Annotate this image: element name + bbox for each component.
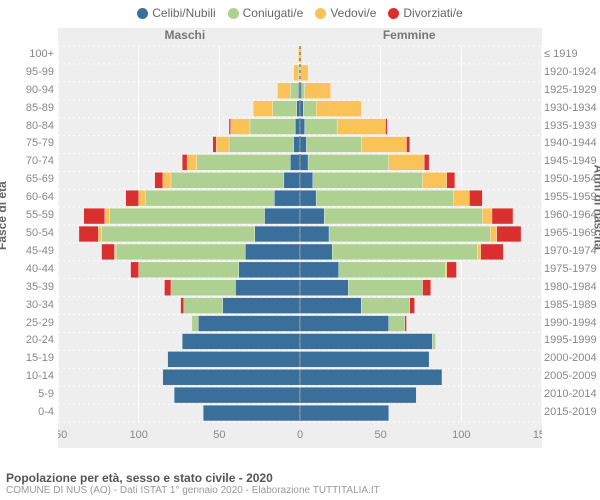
y-left-label: 85-89 (0, 103, 54, 114)
population-pyramid-chart: Celibi/Nubili Coniugati/e Vedovi/e Divorzia… (0, 0, 600, 500)
svg-text:150: 150 (533, 429, 542, 441)
y-right-label: 1980-1984 (544, 282, 600, 293)
svg-text:150: 150 (58, 429, 67, 441)
y-left-label: 95-99 (0, 67, 54, 78)
y-left-label: 40-44 (0, 264, 54, 275)
legend-label: Celibi/Nubili (152, 6, 215, 20)
y-right-label: 1920-1924 (544, 67, 600, 78)
legend-swatch (228, 8, 239, 19)
y-right-label: 2005-2009 (544, 371, 600, 382)
y-right-label: 1995-1999 (544, 335, 600, 346)
y-right-label: 1985-1989 (544, 300, 600, 311)
y-right-label: 1990-1994 (544, 318, 600, 329)
y-left-label: 50-54 (0, 228, 54, 239)
female-column-label: Femmine (383, 28, 436, 42)
y-right-label: 1930-1934 (544, 103, 600, 114)
y-right-label: 1975-1979 (544, 264, 600, 275)
y-axis-right-labels: 2015-2019 2010-2014 2005-2009 2000-2004 1995… (542, 28, 600, 448)
svg-text:50: 50 (375, 429, 387, 441)
y-left-label: 20-24 (0, 335, 54, 346)
y-left-label: 55-59 (0, 210, 54, 221)
y-left-label: 90-94 (0, 85, 54, 96)
svg-text:50: 50 (213, 429, 225, 441)
y-left-label: 35-39 (0, 282, 54, 293)
y-left-label: 100+ (0, 49, 54, 60)
male-column-label: Maschi (164, 28, 205, 42)
y-left-label: 15-19 (0, 353, 54, 364)
legend: Celibi/Nubili Coniugati/e Vedovi/e Divorzia… (0, 0, 600, 20)
y-right-label: 1925-1929 (544, 85, 600, 96)
y-left-label: 30-34 (0, 300, 54, 311)
svg-text:0: 0 (297, 429, 303, 441)
plot-area: Maschi Femmine 150 100 50 0 50 100 150 (58, 28, 542, 448)
legend-label: Divorziati/e (403, 6, 462, 20)
legend-swatch (315, 8, 326, 19)
legend-item: Celibi/Nubili (137, 6, 215, 20)
y-left-label: 5-9 (0, 389, 54, 400)
caption-title: Popolazione per età, sesso e stato civil… (6, 471, 380, 485)
legend-item: Coniugati/e (228, 6, 304, 20)
y-left-label: 70-74 (0, 156, 54, 167)
svg-text:100: 100 (452, 429, 470, 441)
y-left-label: 45-49 (0, 246, 54, 257)
y-left-label: 60-64 (0, 192, 54, 203)
legend-item: Vedovi/e (315, 6, 376, 20)
legend-item: Divorziati/e (388, 6, 462, 20)
y-right-label: 1960-1964 (544, 210, 600, 221)
legend-label: Vedovi/e (330, 6, 376, 20)
y-left-label: 75-79 (0, 138, 54, 149)
y-left-label: 0-4 (0, 407, 54, 418)
legend-swatch (388, 8, 399, 19)
y-left-label: 80-84 (0, 121, 54, 132)
chart-caption: Popolazione per età, sesso e stato civil… (6, 471, 380, 496)
legend-label: Coniugati/e (243, 6, 304, 20)
y-right-label: 1940-1944 (544, 138, 600, 149)
y-left-label: 65-69 (0, 174, 54, 185)
svg-text:100: 100 (129, 429, 147, 441)
y-right-label: 2000-2004 (544, 353, 600, 364)
caption-subtitle: COMUNE DI NUS (AO) - Dati ISTAT 1° genna… (6, 485, 380, 496)
y-right-label: 2010-2014 (544, 389, 600, 400)
y-right-label: 2015-2019 (544, 407, 600, 418)
y-right-label: 1950-1954 (544, 174, 600, 185)
pyramid-svg: 150 100 50 0 50 100 150 (58, 28, 542, 448)
legend-swatch (137, 8, 148, 19)
y-right-label: 1970-1974 (544, 246, 600, 257)
y-right-label: 1955-1959 (544, 192, 600, 203)
y-right-label: 1965-1969 (544, 228, 600, 239)
y-right-label: ≤ 1919 (544, 49, 600, 60)
y-right-label: 1935-1939 (544, 121, 600, 132)
y-left-label: 25-29 (0, 318, 54, 329)
y-left-label: 10-14 (0, 371, 54, 382)
y-right-label: 1945-1949 (544, 156, 600, 167)
y-axis-left-labels: 0-4 5-9 10-14 15-19 20-24 25-29 30-34 35-39 40-4… (0, 28, 54, 448)
